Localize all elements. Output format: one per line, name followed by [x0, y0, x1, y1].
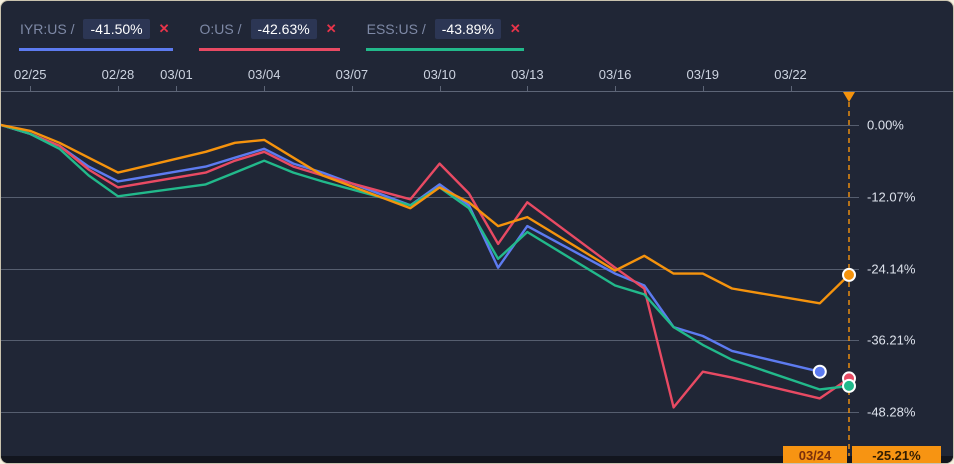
gridline [1, 125, 859, 126]
legend-item-o[interactable]: O:US / -42.63% ✕ [198, 19, 340, 51]
gridline [1, 268, 859, 270]
x-axis-label: 03/04 [247, 67, 281, 82]
y-axis-label: -24.14% [867, 261, 916, 276]
x-axis-label: 03/13 [511, 67, 544, 82]
series-end-marker-ESS:US [842, 378, 856, 393]
x-axis-tick [702, 86, 704, 91]
y-axis-label: -48.28% [867, 404, 916, 420]
cursor-value-label: -25.21% [852, 446, 941, 463]
series-end-marker-orange [842, 267, 856, 282]
legend: IYR:US / -41.50% ✕ O:US / -42.63% ✕ ESS:… [19, 19, 524, 51]
legend-ticker: IYR:US / [20, 21, 75, 37]
gridline [1, 340, 859, 342]
x-axis-label: 03/16 [598, 67, 632, 82]
x-axis-tick [439, 86, 441, 91]
x-axis-tick [351, 86, 353, 91]
x-axis-tick [527, 86, 529, 91]
remove-series-icon[interactable]: ✕ [509, 21, 521, 36]
x-axis-tick [790, 86, 792, 91]
legend-value-chip: -41.50% [83, 19, 150, 39]
x-axis-tick [117, 86, 119, 91]
y-axis-label: -12.07% [867, 189, 916, 205]
remove-series-icon[interactable]: ✕ [325, 21, 337, 36]
cursor-arrow-icon [843, 92, 855, 102]
x-axis-tick [176, 86, 178, 91]
x-axis-label: 03/19 [686, 67, 720, 82]
series-line-ESS:US [1, 123, 851, 391]
legend-item-ess[interactable]: ESS:US / -43.89% ✕ [365, 19, 524, 51]
series-line-O:US [1, 123, 851, 409]
legend-value-chip: -43.89% [434, 19, 501, 39]
x-axis-tick [615, 86, 617, 91]
legend-ticker: ESS:US / [366, 21, 426, 37]
x-axis-label: 03/10 [423, 67, 456, 82]
x-axis-line [1, 91, 953, 92]
gridline [1, 196, 859, 198]
x-axis-label: 03/01 [160, 67, 193, 82]
legend-item-iyr[interactable]: IYR:US / -41.50% ✕ [19, 19, 173, 51]
legend-ticker: O:US / [199, 21, 242, 37]
x-axis-tick [30, 86, 32, 91]
x-axis-label: 02/28 [101, 67, 135, 82]
series-line-IYR:US [1, 123, 821, 373]
x-axis-tick [264, 86, 266, 91]
gridline [1, 412, 859, 413]
x-axis-label: 02/25 [13, 67, 47, 82]
legend-value-chip: -42.63% [250, 19, 317, 39]
remove-series-icon[interactable]: ✕ [158, 21, 170, 36]
x-axis-label: 03/07 [335, 67, 369, 82]
bottom-bar [1, 456, 953, 463]
y-axis-label: 0.00% [867, 117, 904, 133]
y-axis-label: -36.21% [867, 332, 916, 348]
cursor-date-label: 03/24 [783, 446, 847, 463]
series-line-orange [1, 123, 851, 305]
series-end-marker-IYR:US [812, 364, 827, 379]
x-axis-label: 03/22 [774, 67, 807, 82]
